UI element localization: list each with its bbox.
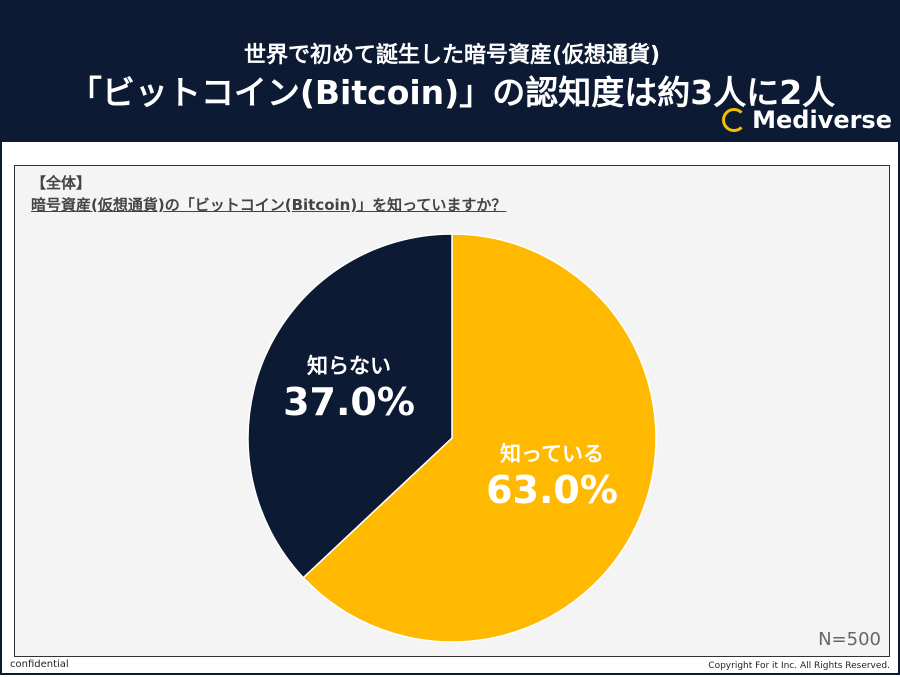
logo-text: Mediverse — [752, 106, 892, 134]
rocket-moon-icon — [722, 108, 747, 132]
pie-slice-2 — [247, 233, 453, 579]
page-title: 「ビットコイン(Bitcoin)」の認知度は約3人に2人 — [68, 73, 836, 112]
slice-label-unaware: 知らない 37.0% — [264, 350, 434, 424]
pie-slice-1 — [302, 233, 657, 643]
copyright: Copyright For it Inc. All Rights Reserve… — [708, 661, 890, 671]
logo: Mediverse — [722, 106, 892, 134]
category-label: 知らない — [307, 354, 391, 378]
value-label: 63.0% — [486, 468, 618, 512]
segment-label: 【全体】 — [31, 174, 92, 192]
value-label: 37.0% — [283, 380, 415, 424]
slice-label-aware: 知っている 63.0% — [467, 438, 637, 512]
header: 世界で初めて誕生した暗号資産(仮想通貨) 「ビットコイン(Bitcoin)」の認… — [2, 2, 900, 142]
subtitle: 世界で初めて誕生した暗号資産(仮想通貨) — [243, 43, 661, 68]
confidential-note: confidential — [10, 659, 69, 670]
sample-size: N=500 — [818, 629, 881, 650]
category-label: 知っている — [500, 442, 604, 466]
question: 暗号資産(仮想通貨)の「ビットコイン(Bitcoin)」を知っていますか？ — [31, 196, 507, 214]
